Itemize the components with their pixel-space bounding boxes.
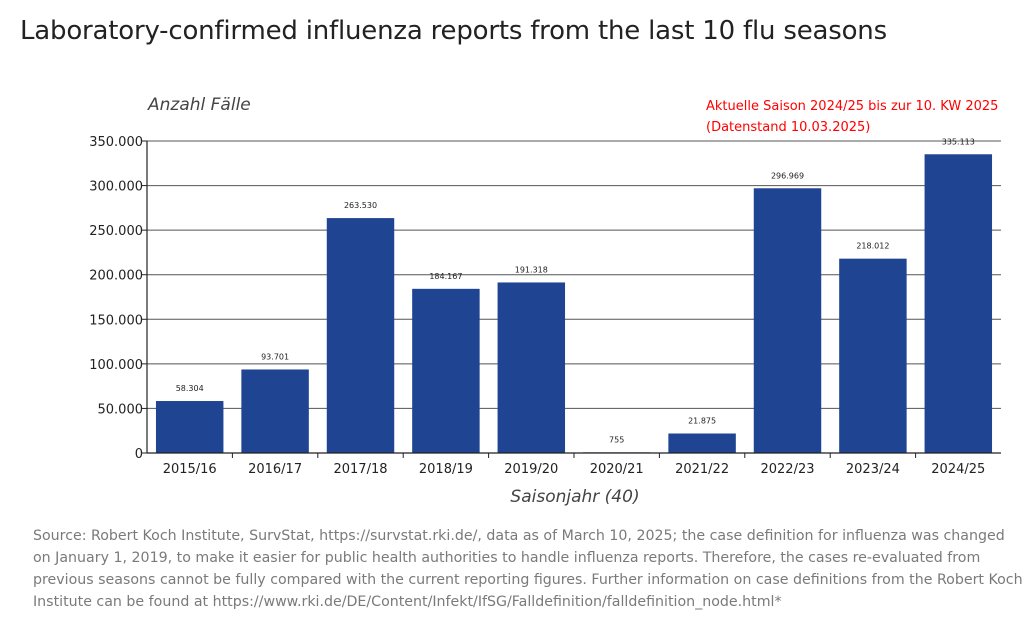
bar	[753, 188, 822, 453]
data-label: 218.012	[856, 242, 889, 251]
data-label: 263.530	[344, 201, 377, 210]
y-tick-label: 250.000	[89, 224, 143, 239]
y-tick-label: 300.000	[89, 180, 143, 195]
x-tick-label: 2016/17	[248, 462, 302, 477]
data-label: 21.875	[688, 417, 716, 426]
bar	[668, 433, 736, 453]
bar-chart: 0 50.000 100.000 150.000 200.000 250.000 300.0…	[89, 95, 1001, 507]
bar	[326, 218, 395, 453]
chart-annotation-line1: Aktuelle Saison 2024/25 bis zur 10. KW 2…	[706, 99, 998, 114]
data-label: 296.969	[771, 171, 804, 180]
y-axis-title: Anzahl Fälle	[147, 95, 251, 115]
x-tick-label: 2022/23	[760, 462, 814, 477]
x-tick-label: 2024/25	[931, 462, 985, 477]
x-tick-label: 2019/20	[504, 462, 558, 477]
y-tick-label: 100.000	[89, 358, 143, 373]
y-tick-label: 350.000	[89, 135, 143, 150]
bar	[924, 154, 993, 453]
bar	[241, 369, 309, 453]
y-tick-label: 50.000	[98, 402, 144, 417]
chart-annotation-line2: (Datenstand 10.03.2025)	[706, 120, 870, 135]
page-title: Laboratory-confirmed influenza reports f…	[20, 16, 887, 46]
y-axis-tick-labels: 0 50.000 100.000 150.000 200.000 250.000 300.0…	[89, 135, 143, 462]
data-label: 93.701	[261, 352, 289, 361]
y-tick-label: 200.000	[89, 269, 143, 284]
x-axis-tick-labels: 2015/16 2016/17 2017/18 2018/19 2019/20 2020/…	[163, 453, 985, 477]
x-tick-label: 2021/22	[675, 462, 729, 477]
bar	[155, 401, 224, 453]
x-tick-label: 2023/24	[846, 462, 900, 477]
x-tick-label: 2020/21	[590, 462, 644, 477]
source-note: Source: Robert Koch Institute, SurvStat,…	[33, 528, 1023, 610]
x-axis-title: Saisonjahr (40)	[510, 487, 639, 507]
x-tick-label: 2015/16	[163, 462, 217, 477]
data-label: 191.318	[515, 265, 548, 274]
data-labels: 58.304 93.701 263.530 184.167 191.318 755 21.8…	[176, 137, 975, 444]
bar	[497, 282, 566, 453]
data-label: 335.113	[942, 137, 975, 146]
data-label: 184.167	[429, 272, 462, 281]
data-label: 755	[609, 435, 624, 444]
y-tick-label: 0	[135, 447, 143, 462]
bar	[839, 258, 907, 453]
bar	[412, 288, 480, 453]
x-tick-label: 2018/19	[419, 462, 473, 477]
bars	[155, 154, 993, 453]
y-tick-label: 150.000	[89, 313, 143, 328]
data-label: 58.304	[176, 384, 204, 393]
x-tick-label: 2017/18	[333, 462, 387, 477]
